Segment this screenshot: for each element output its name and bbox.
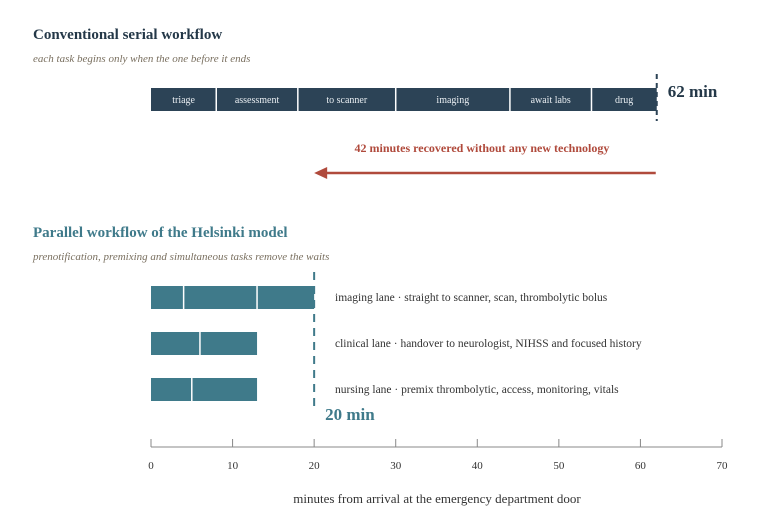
serial-task-bar bbox=[509, 88, 592, 111]
serial-task-label: drug bbox=[615, 95, 633, 106]
parallel-title: Parallel workflow of the Helsinki model bbox=[33, 225, 288, 241]
serial-task-bar bbox=[591, 88, 657, 111]
lane-label: nursing lane · premix thrombolytic, acce… bbox=[335, 384, 619, 396]
serial-timeline: triage assessment to scanner imaging await l… bbox=[151, 74, 658, 121]
serial-title: Conventional serial workflow bbox=[33, 27, 222, 43]
parallel-task-bar bbox=[199, 332, 258, 355]
parallel-task-bar bbox=[257, 286, 315, 309]
serial-task-bar bbox=[216, 88, 298, 111]
savings-arrow bbox=[314, 167, 656, 179]
parallel-task-bar bbox=[151, 378, 192, 401]
x-axis-tick-label: 50 bbox=[553, 460, 565, 472]
parallel-total-label: 20 min bbox=[325, 405, 375, 424]
x-axis-tick-label: 20 bbox=[309, 460, 321, 472]
x-axis-tick-label: 70 bbox=[717, 460, 729, 472]
serial-task-bar bbox=[151, 88, 217, 111]
x-axis-tick-label: 60 bbox=[635, 460, 647, 472]
savings-arrowhead bbox=[314, 167, 328, 179]
x-axis-tick-label: 0 bbox=[148, 460, 154, 472]
serial-subtitle: each task begins only when the one befor… bbox=[33, 53, 250, 65]
serial-total-label: 62 min bbox=[668, 82, 718, 101]
parallel-task-bar bbox=[151, 286, 184, 309]
parallel-task-bar bbox=[151, 332, 200, 355]
parallel-timeline: imaging lane · straight to scanner, scan… bbox=[151, 272, 642, 410]
parallel-subtitle: prenotification, premixing and simultane… bbox=[32, 251, 329, 263]
serial-task-label: to scanner bbox=[326, 95, 367, 106]
serial-task-label: triage bbox=[172, 95, 195, 106]
parallel-task-bar bbox=[191, 378, 258, 401]
x-axis: 0 10 20 30 40 50 60 70 bbox=[148, 439, 728, 472]
serial-task-label: await labs bbox=[531, 95, 571, 106]
x-axis-tick-label: 40 bbox=[472, 460, 484, 472]
serial-task-bar bbox=[395, 88, 510, 111]
serial-task-label: imaging bbox=[436, 95, 469, 106]
serial-task-bar bbox=[297, 88, 396, 111]
lane-label: imaging lane · straight to scanner, scan… bbox=[335, 292, 608, 304]
savings-label: 42 minutes recovered without any new tec… bbox=[354, 141, 609, 155]
x-axis-label: minutes from arrival at the emergency de… bbox=[293, 491, 581, 506]
x-axis-tick-label: 10 bbox=[227, 460, 239, 472]
serial-task-label: assessment bbox=[235, 95, 280, 106]
x-axis-tick-label: 30 bbox=[390, 460, 402, 472]
parallel-task-bar bbox=[183, 286, 258, 309]
lane-label: clinical lane · handover to neurologist,… bbox=[335, 338, 642, 350]
